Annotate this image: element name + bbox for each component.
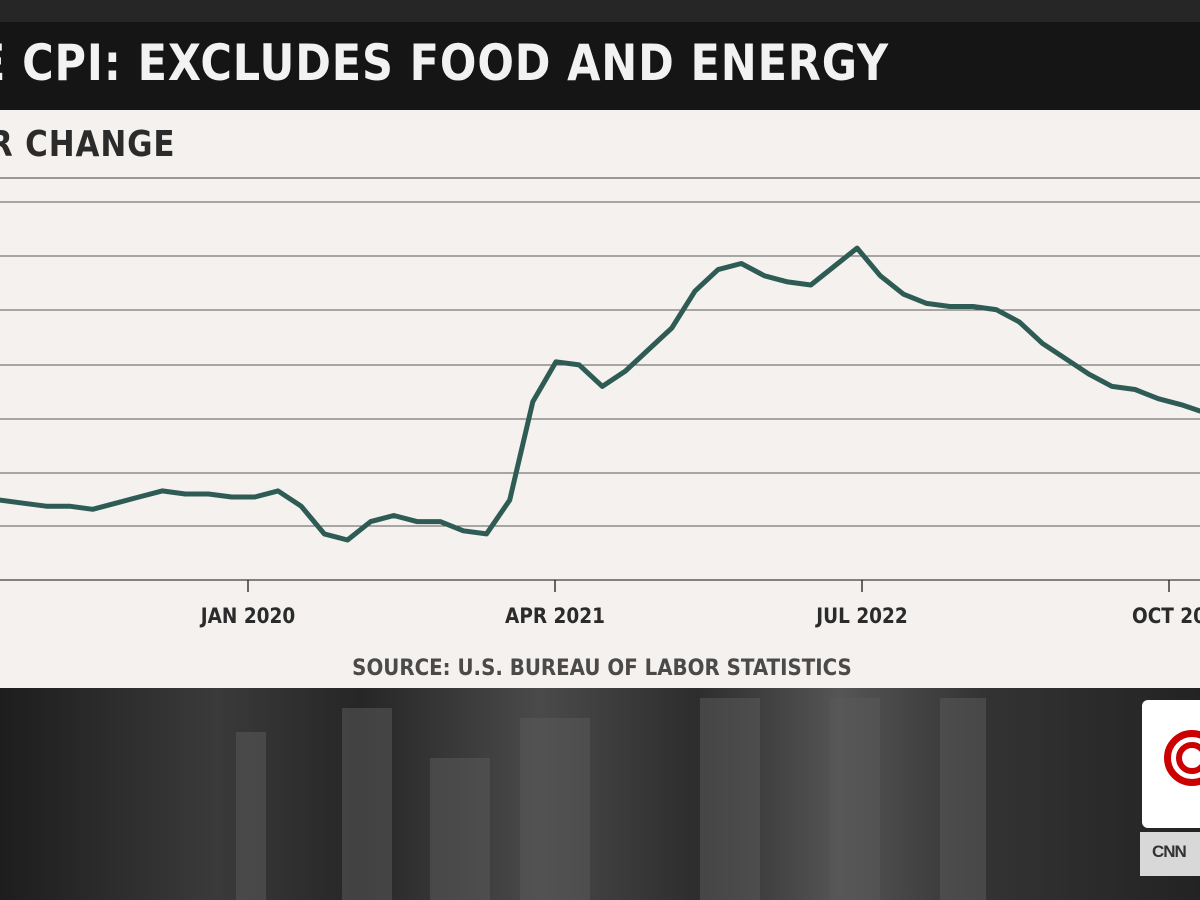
cnn-logo-text: CNN xyxy=(1152,842,1187,861)
background-footage xyxy=(0,688,1200,900)
x-tick-label: JAN 2020 xyxy=(199,604,295,628)
cnn-logo xyxy=(1142,700,1200,828)
x-tick-label: JUL 2022 xyxy=(814,604,907,628)
logo-inner-ring-icon xyxy=(1176,742,1200,774)
x-tick-label: OCT 20 xyxy=(1132,604,1200,628)
cnn-tag: CNN xyxy=(1140,832,1200,876)
source-note: SOURCE: U.S. BUREAU OF LABOR STATISTICS xyxy=(352,656,852,681)
chart-panel: AR CHANGE JAN 2020 APR 2021 JUL 2022 OCT 20… xyxy=(0,110,1200,688)
line-chart: JAN 2020 APR 2021 JUL 2022 OCT 20 xyxy=(0,177,1200,628)
top-strip xyxy=(0,0,1200,22)
chart-subtitle: AR CHANGE xyxy=(0,124,176,165)
title-bar: E CPI: EXCLUDES FOOD AND ENERGY xyxy=(0,22,1200,110)
series-line xyxy=(0,245,1200,543)
chart-title: E CPI: EXCLUDES FOOD AND ENERGY xyxy=(0,34,889,92)
logo-ring-icon xyxy=(1164,730,1200,786)
x-tick-label: APR 2021 xyxy=(505,604,605,628)
